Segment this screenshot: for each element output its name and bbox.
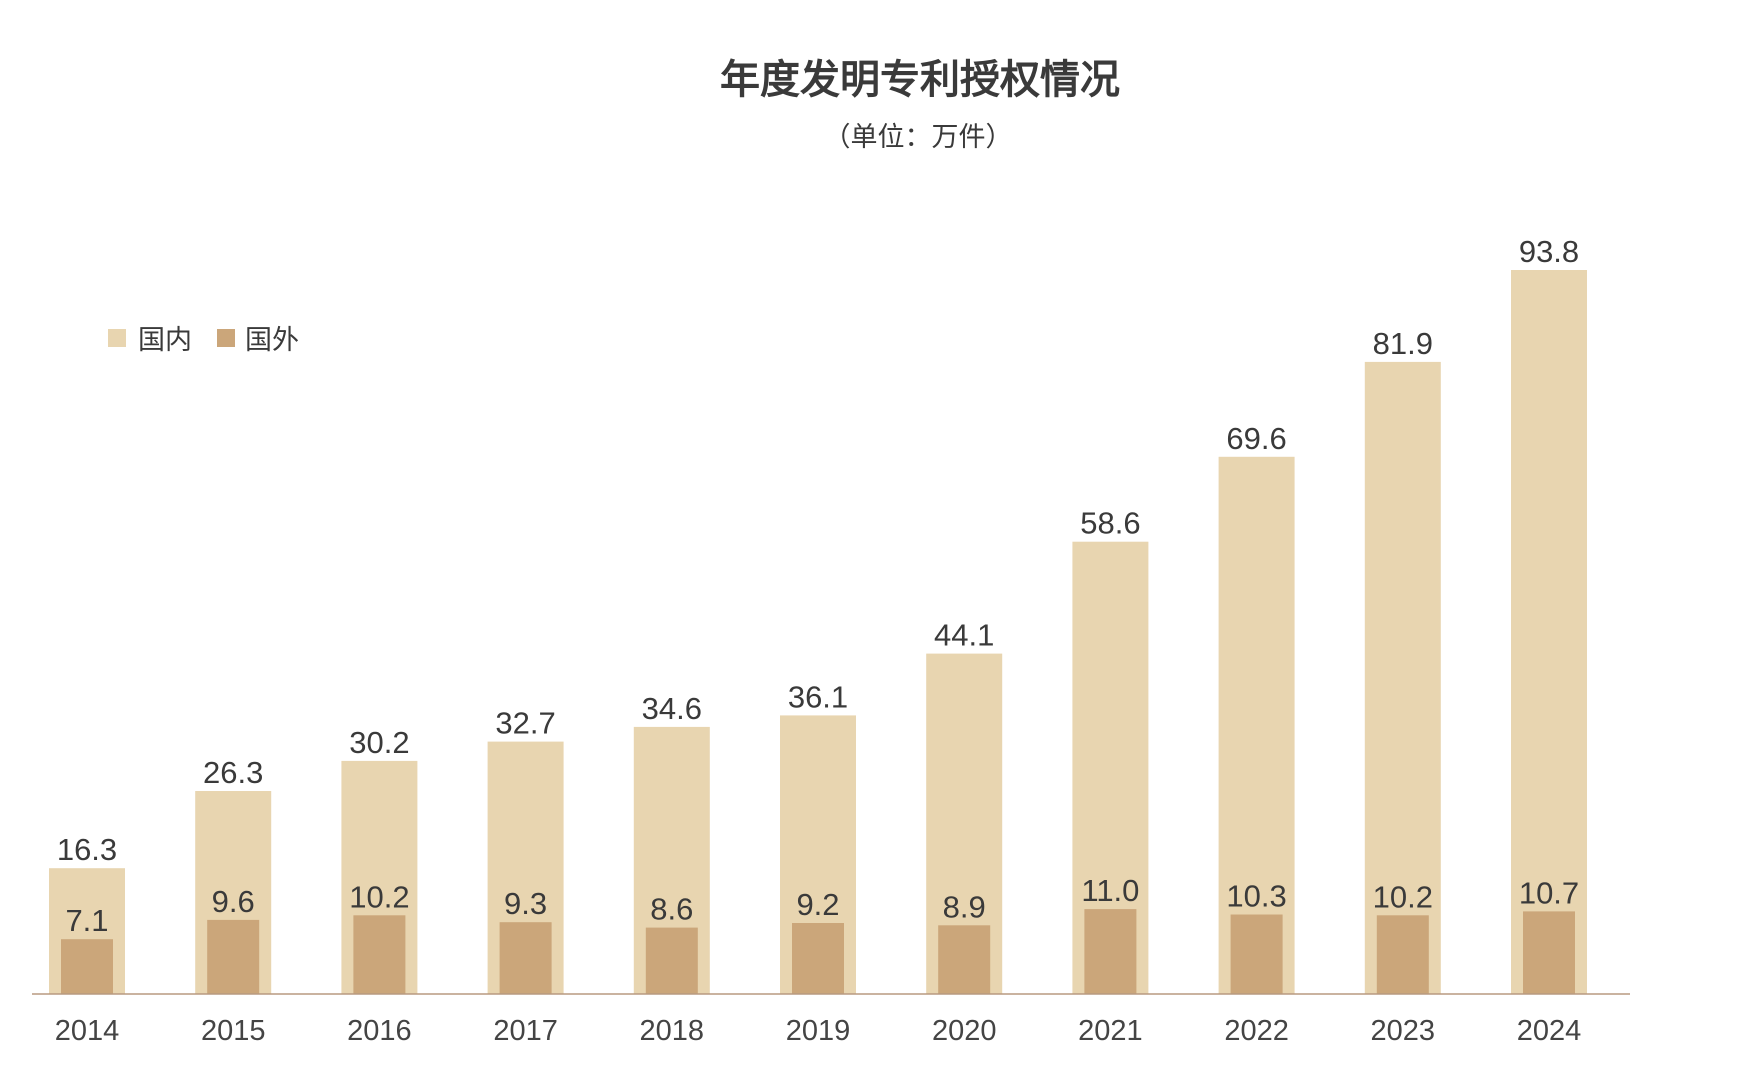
value-label-foreign: 10.7 (1519, 875, 1579, 910)
value-label-domestic: 44.1 (934, 618, 994, 653)
x-tick-label: 2017 (493, 1015, 558, 1047)
bar-group: 34.6 8.6 2018 (633, 691, 710, 1047)
bar-group: 30.2 10.2 2016 (341, 725, 418, 1047)
value-label-foreign: 9.6 (212, 884, 255, 919)
bar-domestic (1218, 456, 1295, 994)
bar-group: 26.3 9.6 2015 (195, 755, 272, 1047)
bar-group: 32.7 9.3 2017 (487, 706, 564, 1047)
value-label-foreign: 8.9 (943, 889, 986, 924)
chart-title: 年度发明专利授权情况 (720, 57, 1120, 103)
value-label-domestic: 30.2 (349, 725, 409, 760)
bar-group: 44.1 8.9 2020 (926, 618, 1003, 1047)
bar-domestic (1511, 270, 1587, 994)
bar-foreign (353, 915, 406, 994)
bar-group: 58.6 11.0 2021 (1072, 506, 1149, 1047)
x-tick-label: 2021 (1078, 1015, 1143, 1047)
bar-group: 16.3 7.1 2014 (49, 832, 125, 1047)
value-label-foreign: 9.2 (796, 887, 839, 922)
value-label-domestic: 26.3 (203, 755, 263, 790)
x-tick-label: 2014 (55, 1015, 120, 1047)
x-tick-label: 2024 (1517, 1015, 1582, 1047)
x-tick-label: 2016 (347, 1015, 412, 1047)
value-label-foreign: 10.3 (1226, 879, 1286, 914)
value-label-foreign: 10.2 (349, 879, 409, 914)
bar-foreign (1523, 911, 1575, 994)
bar-domestic (1364, 361, 1441, 994)
bar-foreign (1376, 915, 1429, 994)
bar-group: 69.6 10.3 2022 (1218, 421, 1295, 1047)
value-label-domestic: 34.6 (642, 691, 702, 726)
bar-foreign (938, 925, 991, 994)
legend-swatch-domestic (108, 329, 126, 347)
bar-foreign (1230, 914, 1283, 994)
plot-area: 16.3 7.1 2014 26.3 9.6 2015 30.2 10.2 2016 32.7 9.… (49, 234, 1587, 1047)
x-tick-label: 2019 (786, 1015, 851, 1047)
legend-label-foreign: 国外 (245, 325, 299, 356)
bar-foreign (645, 927, 698, 994)
value-label-domestic: 69.6 (1226, 421, 1286, 456)
bar-group: 93.8 10.7 2024 (1511, 234, 1587, 1047)
value-label-domestic: 16.3 (57, 832, 117, 867)
value-label-foreign: 9.3 (504, 886, 547, 921)
legend-label-domestic: 国内 (138, 325, 192, 356)
x-tick-label: 2023 (1371, 1015, 1436, 1047)
bar-foreign (499, 922, 552, 994)
legend-swatch-foreign (217, 329, 235, 347)
value-label-domestic: 32.7 (495, 706, 555, 741)
x-tick-label: 2018 (640, 1015, 705, 1047)
x-tick-label: 2020 (932, 1015, 997, 1047)
x-tick-label: 2015 (201, 1015, 266, 1047)
chart-subtitle: （单位：万件） (824, 122, 1013, 153)
value-label-domestic: 93.8 (1519, 234, 1579, 269)
value-label-foreign: 8.6 (650, 892, 693, 927)
value-label-domestic: 81.9 (1373, 326, 1433, 361)
bar-foreign (792, 923, 844, 994)
value-label-foreign: 7.1 (65, 903, 108, 938)
value-label-foreign: 11.0 (1081, 873, 1139, 908)
bar-group: 36.1 9.2 2019 (780, 679, 856, 1047)
value-label-domestic: 58.6 (1080, 506, 1140, 541)
bar-foreign (61, 939, 113, 994)
value-label-foreign: 10.2 (1373, 879, 1433, 914)
bar-foreign (1084, 909, 1137, 994)
bar-group: 81.9 10.2 2023 (1364, 326, 1441, 1047)
legend: 国内 国外 (108, 325, 299, 356)
bar-foreign (207, 919, 260, 994)
x-tick-label: 2022 (1224, 1015, 1289, 1047)
value-label-domestic: 36.1 (788, 679, 848, 714)
